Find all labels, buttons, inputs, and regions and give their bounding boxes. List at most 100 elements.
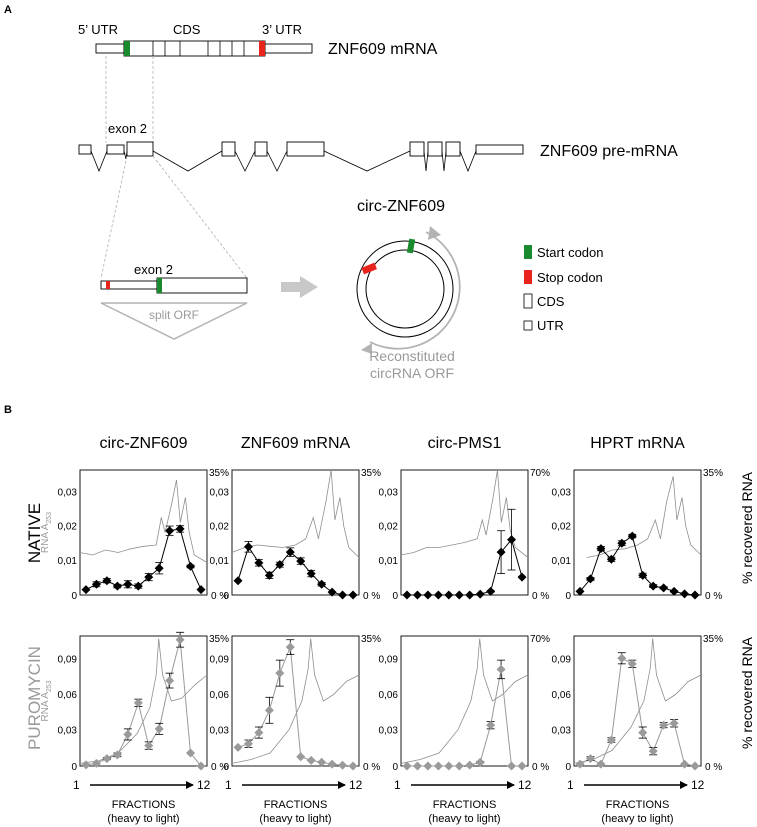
right-axis-title-native: % recovered RNA: [739, 471, 755, 584]
split-exon2-label: exon 2: [134, 262, 173, 277]
connector-dashed: [152, 155, 248, 279]
left-tick-label: 0,09: [58, 654, 78, 665]
split-cds-segment: [156, 277, 248, 294]
data-point: [454, 761, 464, 771]
data-point: [165, 526, 175, 536]
right-zero-label: 0 %: [532, 762, 549, 773]
data-point: [91, 579, 101, 589]
circ-start-codon: [406, 238, 416, 254]
circrna-diagram: circ-ZNF609 Reconstituted circRNA ORF: [356, 198, 461, 381]
left-tick-label: 0,02: [210, 522, 230, 533]
x-axis-sublabel: (heavy to light): [601, 813, 673, 825]
data-point: [680, 589, 690, 599]
series-line: [237, 545, 353, 596]
data-point: [243, 542, 253, 552]
data-point: [627, 531, 637, 541]
circ-orf-arc: [369, 231, 461, 350]
data-point: [264, 705, 274, 715]
left-tick-label: 0,02: [552, 522, 572, 533]
data-point: [690, 590, 700, 600]
series-line: [579, 657, 696, 767]
series-line: [85, 639, 202, 767]
chart-puromycin-3: 0,03 0,06 0,09 0 70% 0 % 1 12 FRACTIONS (heavy to…: [379, 634, 551, 825]
data-point: [254, 728, 264, 738]
data-point: [81, 585, 91, 595]
data-point: [659, 583, 669, 593]
connector-dashed: [100, 155, 128, 279]
legend-utr-swatch: [523, 320, 533, 331]
left-tick-label: 0,02: [379, 522, 399, 533]
premrna-exon: [221, 141, 236, 157]
data-point: [412, 761, 422, 771]
mrna-utr3: [264, 43, 313, 54]
data-point: [144, 572, 154, 582]
left-tick-label: 0,01: [379, 556, 399, 567]
data-point: [496, 664, 506, 674]
x-start-label: 1: [394, 778, 401, 792]
data-point: [575, 586, 585, 596]
absorbance-trace: [231, 638, 360, 764]
x-axis-label: FRACTIONS: [606, 799, 670, 811]
data-point: [186, 748, 196, 758]
data-point: [465, 760, 475, 770]
x-end-label: 12: [197, 778, 211, 792]
data-point: [264, 570, 274, 580]
data-point: [133, 698, 143, 708]
data-point: [233, 576, 243, 586]
left-tick-label: 0: [223, 762, 229, 773]
circ-orf-label-1: Reconstituted: [369, 348, 455, 364]
absorbance-trace: [79, 638, 208, 764]
left-tick-label: 0,09: [379, 654, 399, 665]
cds-label: CDS: [173, 22, 201, 37]
chart-puromycin-4: 0,03 0,06 0,09 0 35% 0 % 1 12 FRACTIONS (heavy to…: [552, 634, 724, 825]
left-tick-label: 0,03: [58, 725, 78, 736]
right-max-label: 35%: [703, 634, 723, 645]
panel-b-label: B: [4, 404, 12, 416]
data-point: [517, 761, 527, 771]
premrna-exon: [286, 141, 325, 157]
data-point: [175, 524, 185, 534]
premrna-exon: [106, 144, 125, 155]
chart-title: HPRT mRNA: [590, 435, 685, 452]
data-point: [254, 558, 264, 568]
x-end-label: 12: [691, 778, 705, 792]
data-point: [144, 741, 154, 751]
left-tick-label: 0,03: [210, 488, 230, 499]
data-point: [617, 538, 627, 548]
circ-title: circ-ZNF609: [357, 198, 445, 215]
absorbance-trace: [586, 476, 702, 558]
chart-frame: [573, 469, 702, 596]
premrna-exon: [427, 141, 443, 157]
left-tick-label: 0,06: [58, 690, 78, 701]
left-tick-label: 0,09: [552, 654, 572, 665]
chart-native-4: HPRT mRNA 0,01 0,02 0,03 0 35% 0 %: [552, 435, 724, 602]
right-zero-label: 0 %: [211, 762, 228, 773]
data-point: [196, 585, 206, 595]
intron-lines: [90, 150, 477, 173]
data-point: [507, 535, 517, 545]
circ-inner-ring: [365, 249, 445, 329]
absorbance-trace: [79, 479, 208, 563]
data-point: [91, 758, 101, 768]
data-point: [690, 761, 700, 771]
chart-title: circ-ZNF609: [99, 435, 187, 452]
mrna-utr5: [95, 43, 125, 54]
premrna-exon-2: [126, 141, 154, 157]
data-point: [285, 547, 295, 557]
data-point: [575, 759, 585, 769]
data-point: [596, 759, 606, 769]
data-point: [402, 590, 412, 600]
right-max-label: 35%: [209, 634, 229, 645]
x-axis-label: FRACTIONS: [433, 799, 497, 811]
right-zero-label: 0 %: [705, 591, 722, 602]
split-start-codon: [157, 278, 162, 293]
data-point: [348, 590, 358, 600]
data-point: [133, 581, 143, 591]
absorbance-trace: [400, 469, 529, 558]
data-point: [585, 754, 595, 764]
data-point: [465, 590, 475, 600]
chart-frame: [79, 469, 208, 596]
data-point: [285, 642, 295, 652]
circ-orf-label-2: circRNA ORF: [370, 365, 454, 381]
data-point: [327, 759, 337, 769]
